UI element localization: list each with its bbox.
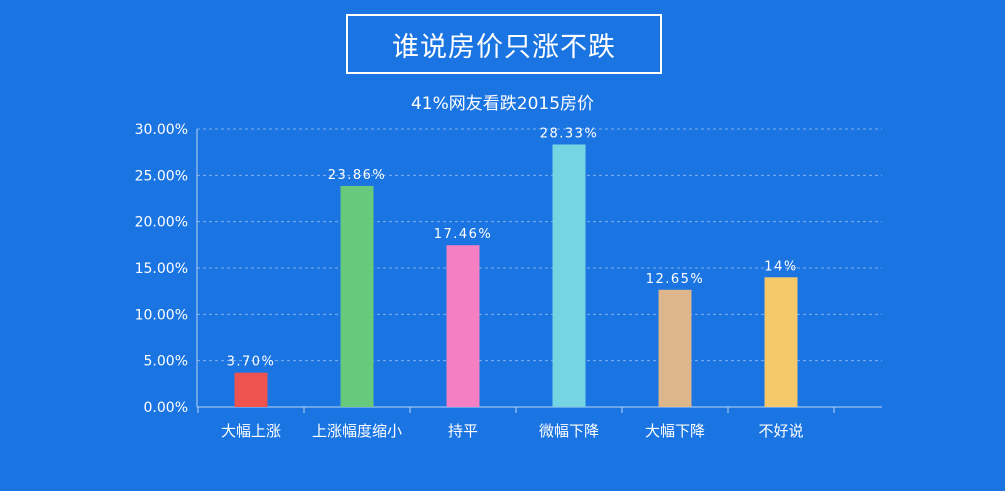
category-label: 大幅下降 xyxy=(645,422,705,440)
bar xyxy=(552,144,586,407)
category-label: 持平 xyxy=(448,422,478,440)
category-label: 不好说 xyxy=(758,422,803,440)
chart-subtitle: 41%网友看跌2015房价 xyxy=(410,94,595,114)
data-label: 23.86% xyxy=(328,168,387,183)
chart-title-box: 谁说房价只涨不跌 xyxy=(346,14,662,74)
bar xyxy=(446,245,480,407)
y-tick-label: 25.00% xyxy=(135,168,188,184)
category-label: 上涨幅度缩小 xyxy=(312,422,402,440)
y-tick-label: 0.00% xyxy=(144,400,188,416)
category-label: 微幅下降 xyxy=(539,422,599,440)
bar xyxy=(764,277,798,407)
bar xyxy=(340,185,374,407)
y-tick-label: 10.00% xyxy=(135,307,188,323)
data-label: 14% xyxy=(764,259,797,274)
bar xyxy=(658,289,692,407)
y-tick-label: 30.00% xyxy=(135,122,188,138)
chart-title: 谁说房价只涨不跌 xyxy=(392,31,616,63)
y-tick-label: 20.00% xyxy=(135,215,188,231)
bar xyxy=(234,372,268,407)
data-label: 12.65% xyxy=(646,272,705,287)
y-tick-label: 5.00% xyxy=(144,354,188,370)
category-label: 大幅上涨 xyxy=(221,422,281,440)
data-label: 17.46% xyxy=(434,227,493,242)
y-tick-label: 15.00% xyxy=(135,261,188,277)
data-label: 3.70% xyxy=(227,355,276,370)
data-label: 28.33% xyxy=(540,126,599,141)
